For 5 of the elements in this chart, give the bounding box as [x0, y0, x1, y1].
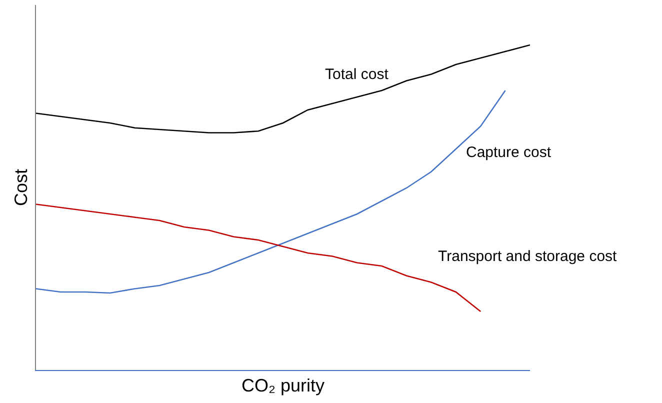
series-label: Transport and storage cost: [438, 248, 618, 265]
series-label: Total cost: [325, 66, 390, 83]
x-axis-title: CO₂ purity: [241, 375, 325, 396]
series-label: Capture cost: [466, 144, 552, 161]
y-axis-title: Cost: [11, 168, 32, 206]
